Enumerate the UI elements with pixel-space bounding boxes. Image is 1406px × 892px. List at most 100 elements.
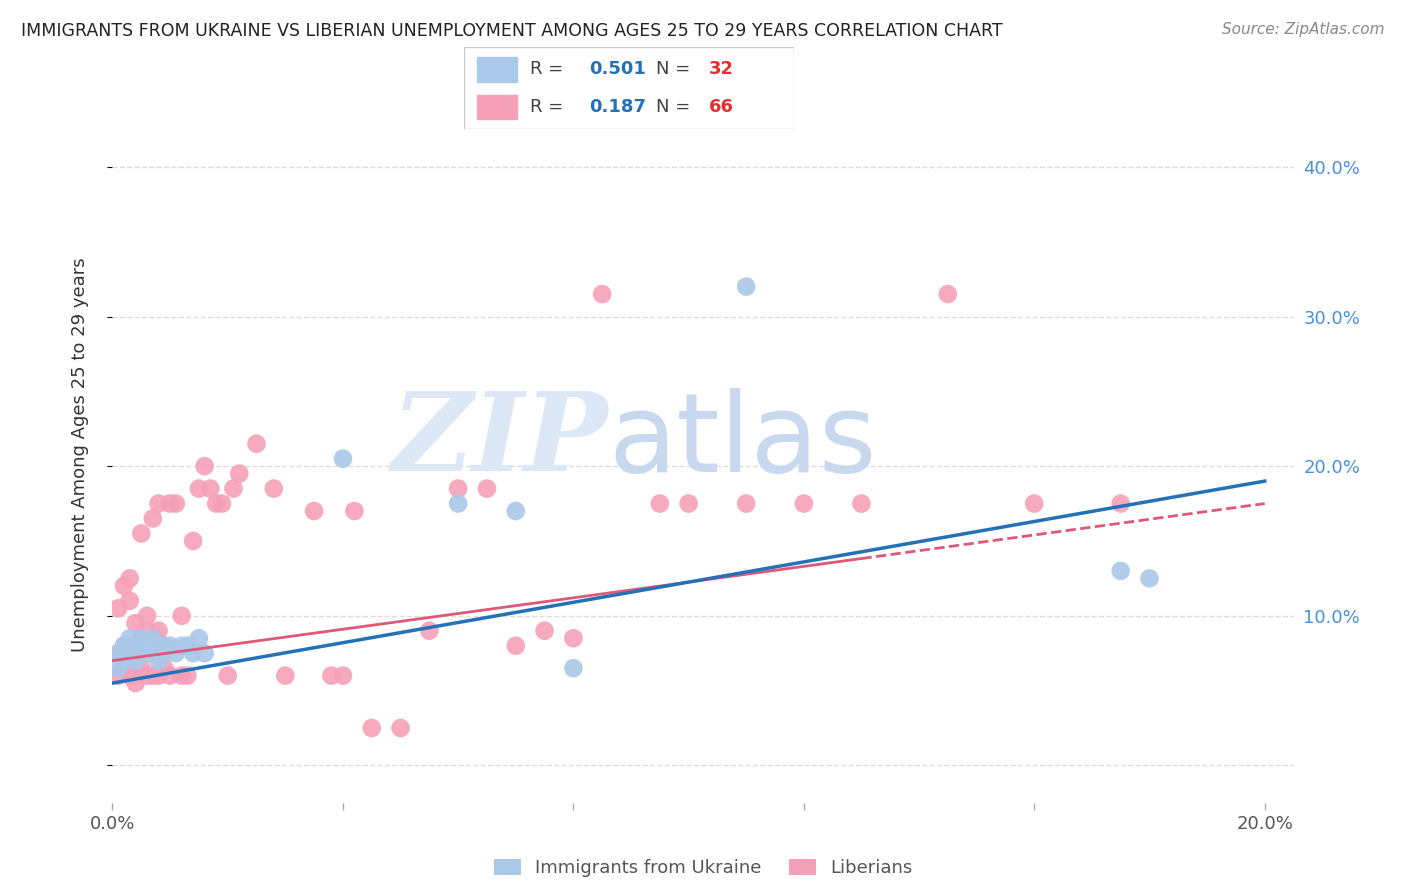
- Point: [245, 436, 267, 450]
- Text: N =: N =: [655, 98, 696, 116]
- Point: [181, 533, 204, 548]
- Point: [159, 497, 181, 511]
- Point: [1024, 497, 1046, 511]
- Point: [118, 646, 141, 660]
- Text: 66: 66: [709, 98, 734, 116]
- Text: atlas: atlas: [609, 387, 877, 494]
- Point: [112, 639, 135, 653]
- Point: [735, 497, 758, 511]
- Point: [851, 497, 873, 511]
- Point: [389, 721, 412, 735]
- Point: [936, 287, 959, 301]
- Point: [124, 646, 146, 660]
- Point: [136, 668, 159, 682]
- Point: [124, 616, 146, 631]
- Point: [447, 497, 470, 511]
- Bar: [477, 57, 517, 82]
- Text: 32: 32: [709, 61, 734, 78]
- FancyBboxPatch shape: [464, 47, 794, 129]
- Text: Source: ZipAtlas.com: Source: ZipAtlas.com: [1222, 22, 1385, 37]
- Point: [107, 661, 129, 675]
- Point: [1109, 564, 1132, 578]
- Point: [217, 668, 239, 682]
- Point: [136, 608, 159, 623]
- Point: [124, 639, 146, 653]
- Point: [505, 639, 527, 653]
- Point: [648, 497, 671, 511]
- Point: [165, 646, 187, 660]
- Point: [170, 608, 193, 623]
- Point: [187, 482, 209, 496]
- Point: [153, 646, 176, 660]
- Point: [159, 668, 181, 682]
- Legend: Immigrants from Ukraine, Liberians: Immigrants from Ukraine, Liberians: [486, 852, 920, 884]
- Point: [1139, 571, 1161, 585]
- Point: [562, 661, 585, 675]
- Point: [129, 661, 152, 675]
- Point: [153, 639, 176, 653]
- Point: [148, 497, 170, 511]
- Point: [165, 497, 187, 511]
- Point: [129, 646, 152, 660]
- Point: [129, 631, 152, 645]
- Text: R =: R =: [530, 98, 569, 116]
- Point: [142, 511, 165, 525]
- Point: [129, 631, 152, 645]
- Point: [302, 504, 325, 518]
- Text: 0.501: 0.501: [589, 61, 647, 78]
- Point: [118, 668, 141, 682]
- Point: [332, 668, 354, 682]
- Point: [170, 639, 193, 653]
- Point: [591, 287, 613, 301]
- Point: [118, 594, 141, 608]
- Point: [735, 279, 758, 293]
- Point: [112, 639, 135, 653]
- Text: 0.187: 0.187: [589, 98, 647, 116]
- Point: [475, 482, 498, 496]
- Point: [107, 601, 129, 615]
- Y-axis label: Unemployment Among Ages 25 to 29 years: Unemployment Among Ages 25 to 29 years: [70, 258, 89, 652]
- Point: [194, 646, 217, 660]
- Point: [222, 482, 245, 496]
- Point: [159, 639, 181, 653]
- Point: [332, 451, 354, 466]
- Point: [118, 571, 141, 585]
- Point: [194, 459, 217, 474]
- Point: [562, 631, 585, 645]
- Point: [112, 661, 135, 675]
- Point: [136, 646, 159, 660]
- Point: [142, 639, 165, 653]
- Point: [418, 624, 440, 638]
- Point: [211, 497, 233, 511]
- Point: [112, 579, 135, 593]
- Point: [136, 624, 159, 638]
- Point: [200, 482, 222, 496]
- Point: [533, 624, 555, 638]
- Point: [321, 668, 343, 682]
- Text: N =: N =: [655, 61, 696, 78]
- Point: [263, 482, 285, 496]
- Point: [118, 631, 141, 645]
- Point: [142, 631, 165, 645]
- Point: [148, 646, 170, 660]
- Point: [1109, 497, 1132, 511]
- Point: [228, 467, 250, 481]
- Point: [360, 721, 382, 735]
- Point: [153, 639, 176, 653]
- Point: [505, 504, 527, 518]
- Point: [343, 504, 366, 518]
- Point: [176, 668, 198, 682]
- Point: [170, 668, 193, 682]
- Point: [153, 661, 176, 675]
- Point: [793, 497, 815, 511]
- Point: [124, 654, 146, 668]
- Point: [148, 654, 170, 668]
- Point: [107, 646, 129, 660]
- Bar: [477, 95, 517, 120]
- Point: [136, 639, 159, 653]
- Point: [118, 646, 141, 660]
- Point: [274, 668, 297, 682]
- Point: [112, 654, 135, 668]
- Point: [181, 646, 204, 660]
- Point: [142, 668, 165, 682]
